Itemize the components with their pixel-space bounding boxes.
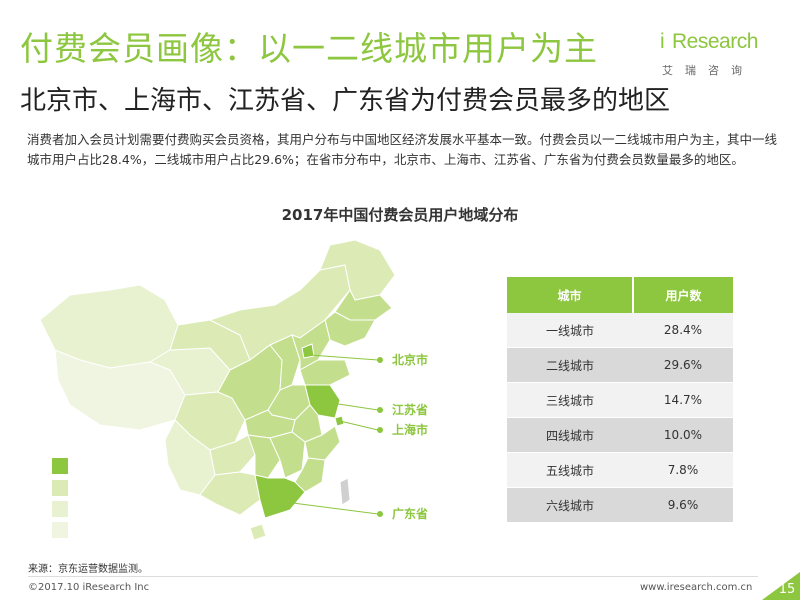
table-row: 一线城市 28.4%	[507, 313, 733, 348]
map-label-jiangsu: 江苏省	[392, 402, 428, 417]
table-header-users: 用户数	[632, 277, 733, 313]
region-liaoning	[324, 311, 376, 347]
table-cell-value: 14.7%	[632, 382, 733, 418]
callout-line-guangdong	[284, 501, 379, 515]
table-cell-value: 29.6%	[632, 347, 733, 383]
callout-dot-jiangsu	[377, 407, 383, 413]
table-row: 五线城市 7.8%	[507, 452, 733, 488]
page-number: 15	[778, 582, 796, 597]
iresearch-logo: i Research 艾瑞咨询	[660, 30, 770, 90]
website-link[interactable]: www.iresearch.com.cn	[640, 582, 753, 593]
table-cell-city: 三线城市	[507, 382, 633, 418]
table-cell-value: 28.4%	[632, 313, 733, 348]
table-header-city: 城市	[507, 277, 634, 313]
city-tier-table: 城市 用户数 一线城市 28.4% 二线城市 29.6% 三线城市 14.7% …	[507, 277, 733, 523]
region-heilongjiang	[319, 239, 396, 301]
callout-dot-guangdong	[377, 511, 383, 517]
legend-swatch-4	[52, 522, 68, 538]
region-shanghai	[334, 415, 345, 427]
copyright-text: ©2017.10 iResearch Inc	[28, 582, 150, 593]
logo-text: Research	[672, 30, 758, 53]
region-guangxi	[199, 471, 261, 516]
chart-title: 2017年中国付费会员用户地域分布	[281, 206, 519, 224]
region-hainan	[249, 523, 267, 541]
source-note: 来源：京东运营数据监测。	[28, 564, 148, 575]
logo-i: i	[660, 30, 665, 53]
region-taiwan	[339, 477, 351, 506]
map-label-guangdong: 广东省	[392, 506, 428, 521]
table-cell-value: 10.0%	[632, 417, 733, 453]
page-number-badge: 15	[762, 572, 800, 600]
table-row: 二线城市 29.6%	[507, 347, 733, 383]
map-label-beijing: 北京市	[392, 352, 428, 367]
region-guangdong	[254, 474, 306, 519]
map-label-shanghai: 上海市	[392, 422, 428, 437]
callout-line-shanghai	[339, 420, 379, 431]
table-cell-city: 二线城市	[507, 347, 633, 383]
table-cell-city: 一线城市	[507, 313, 633, 348]
description-text: 消费者加入会员计划需要付费购买会员资格，其用户分布与中国地区经济发展水平基本一致…	[27, 132, 778, 167]
callout-dot-shanghai	[377, 427, 383, 433]
logo-cn: 艾瑞咨询	[662, 64, 754, 77]
callout-line-beijing	[309, 354, 379, 361]
table-row: 三线城市 14.7%	[507, 382, 733, 418]
region-beijing	[301, 343, 315, 359]
legend-swatch-3	[52, 501, 68, 517]
callout-line-jiangsu	[324, 401, 379, 411]
page-subtitle: 北京市、上海市、江苏省、广东省为付费会员最多的地区	[20, 86, 671, 116]
legend-swatch-2	[52, 480, 68, 496]
table-cell-value: 9.6%	[632, 487, 733, 523]
china-map: 北京市 江苏省 上海市 广东省	[39, 239, 428, 541]
table-cell-city: 四线城市	[507, 417, 633, 453]
table-cell-value: 7.8%	[632, 452, 733, 488]
legend-swatch-1	[52, 458, 68, 474]
table-row: 四线城市 10.0%	[507, 417, 733, 453]
footer-divider	[28, 576, 758, 577]
callout-dot-beijing	[377, 357, 383, 363]
table-cell-city: 五线城市	[507, 452, 633, 488]
page-title: 付费会员画像：以一二线城市用户为主	[20, 29, 598, 68]
table-cell-city: 六线城市	[507, 487, 633, 523]
table-row: 六线城市 9.6%	[507, 487, 733, 523]
